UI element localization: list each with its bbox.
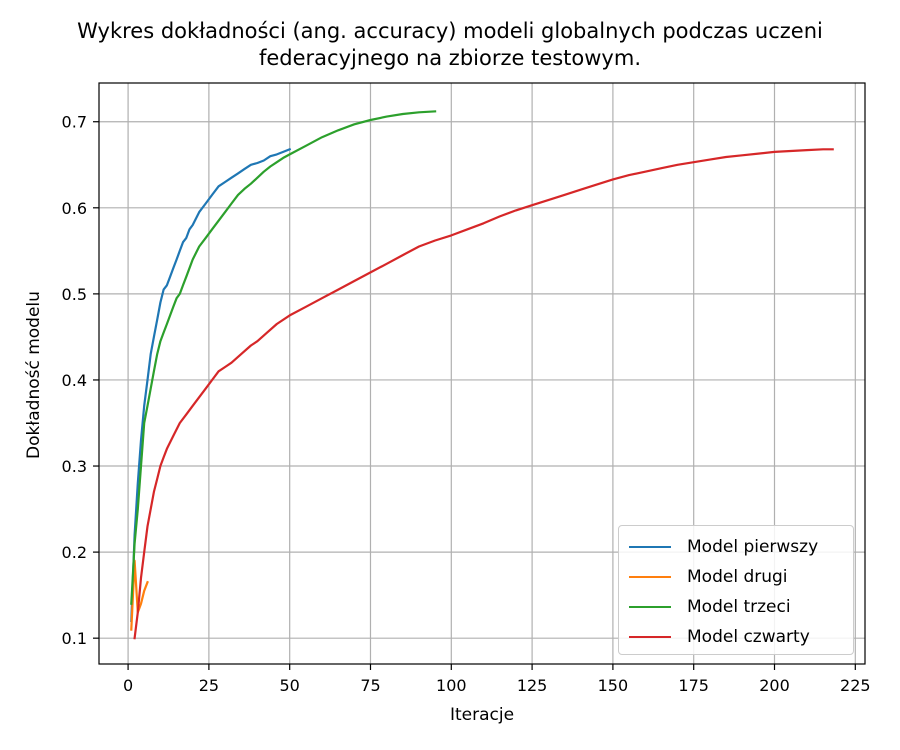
legend-entry-model-trzeci: Model trzeci: [629, 592, 843, 622]
y-tick-label: 0.2: [62, 543, 87, 562]
legend-swatch: [629, 576, 671, 578]
legend-label: Model pierwszy: [687, 537, 819, 557]
series-line-model-pierwszy: [130, 147, 292, 623]
y-axis-label: Dokładność modelu: [24, 291, 44, 459]
legend: Model pierwszy Model drugi Model trzeci …: [618, 525, 854, 655]
series-lines: [130, 110, 834, 640]
x-tick-label: 25: [199, 676, 219, 695]
x-tick-label: 50: [280, 676, 300, 695]
x-tick-label: 225: [840, 676, 871, 695]
y-tick-label: 0.3: [62, 457, 87, 476]
x-tick-label: 100: [436, 676, 467, 695]
x-axis-label: Iteracje: [449, 705, 515, 725]
legend-swatch: [629, 606, 671, 608]
x-tick-label: 0: [123, 676, 133, 695]
legend-label: Model czwarty: [687, 627, 810, 647]
y-tick-label: 0.5: [62, 285, 87, 304]
series-line-model-trzeci: [130, 110, 437, 605]
chart-title: Wykres dokładności (ang. accuracy) model…: [77, 19, 823, 70]
legend-swatch: [629, 636, 671, 638]
y-tick-label: 0.6: [62, 199, 87, 218]
x-tick-label: 200: [759, 676, 790, 695]
series-line-model-czwarty: [133, 148, 834, 640]
legend-entry-model-czwarty: Model czwarty: [629, 622, 843, 652]
x-tick-label: 125: [517, 676, 548, 695]
y-tick-label: 0.7: [62, 113, 87, 132]
x-tick-label: 150: [598, 676, 629, 695]
legend-swatch: [629, 546, 671, 548]
legend-label: Model trzeci: [687, 597, 791, 617]
y-tick-label: 0.1: [62, 629, 87, 648]
x-tick-label: 75: [360, 676, 380, 695]
legend-label: Model drugi: [687, 567, 788, 587]
axis-ticks: 0 25 50 75 100 125 150 175 200 225 0.1 0.2 0.3 0.4 0.5…: [62, 113, 871, 695]
y-tick-label: 0.4: [62, 371, 87, 390]
legend-entry-model-pierwszy: Model pierwszy: [629, 532, 843, 562]
x-tick-label: 175: [678, 676, 709, 695]
plot-frame: [98, 82, 866, 665]
legend-entry-model-drugi: Model drugi: [629, 562, 843, 592]
